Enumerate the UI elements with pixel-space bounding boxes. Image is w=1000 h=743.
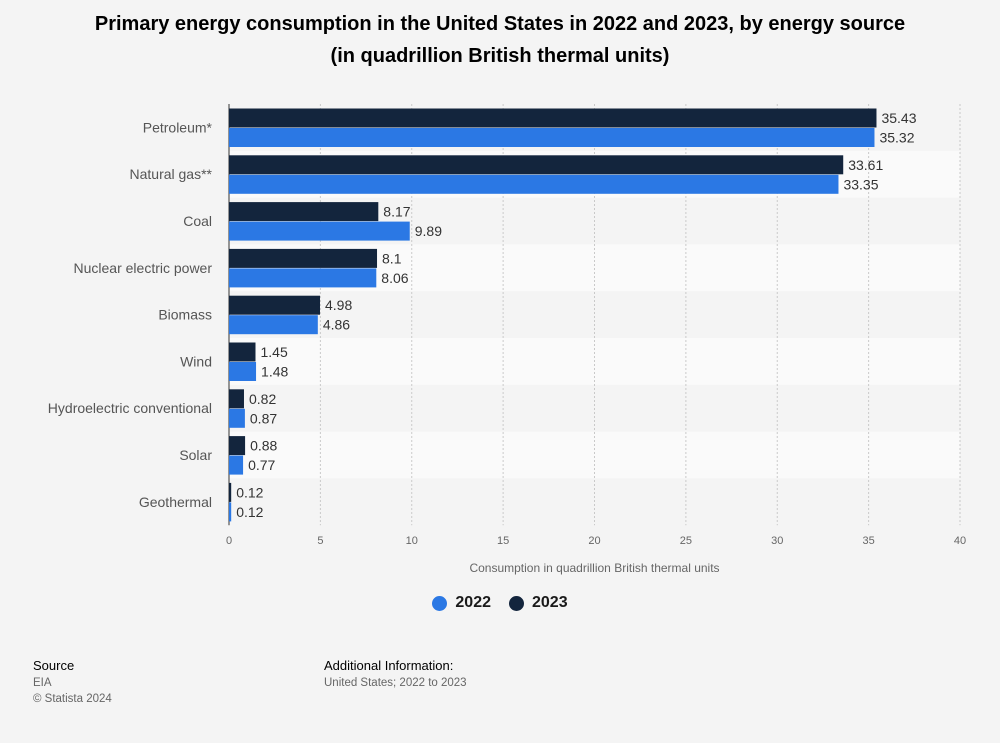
category-label: Petroleum* — [143, 119, 213, 135]
x-tick-label: 25 — [680, 535, 692, 547]
x-tick-label: 30 — [771, 535, 783, 547]
bar-2023 — [229, 248, 378, 268]
row-band — [229, 431, 960, 479]
bar-chart: 0 5 10 15 20 25 30 35 40 Petroleum* 35.43 35.32 Natu… — [48, 104, 966, 575]
bar-2023 — [229, 342, 256, 362]
bar-2023 — [229, 436, 246, 456]
source-block: Source EIA © Statista 2024 — [33, 658, 112, 707]
category-label: Wind — [180, 353, 212, 369]
data-label-2022: 1.48 — [261, 364, 288, 380]
data-label-2022: 9.89 — [415, 223, 442, 239]
chart-title: Primary energy consumption in the United… — [40, 8, 960, 72]
bar-2022 — [229, 128, 875, 147]
category-label: Geothermal — [139, 494, 212, 510]
legend-item-2022[interactable]: 2022 — [432, 594, 491, 612]
data-label-2023: 0.82 — [249, 391, 276, 407]
legend: 2022 2023 — [0, 594, 1000, 612]
data-label-2022: 4.86 — [323, 317, 350, 333]
category-label: Biomass — [158, 307, 212, 323]
bar-2022 — [229, 315, 318, 335]
legend-item-2023[interactable]: 2023 — [509, 594, 568, 612]
legend-marker-2023 — [509, 595, 524, 611]
additional-info-value: United States; 2022 to 2023 — [324, 677, 467, 689]
data-label-2022: 8.06 — [381, 270, 408, 286]
data-label-2022: 0.12 — [236, 504, 263, 520]
data-label-2023: 33.61 — [848, 157, 883, 173]
x-tick-label: 15 — [497, 535, 509, 547]
copyright-text[interactable]: © Statista 2024 — [33, 693, 112, 705]
x-tick-label: 20 — [588, 535, 600, 547]
additional-info-block: Additional Information: United States; 2… — [324, 658, 467, 691]
data-label-2023: 8.1 — [382, 250, 402, 266]
x-tick-label: 10 — [406, 535, 418, 547]
chart-title-line-2: (in quadrillion British thermal units) — [330, 45, 670, 67]
data-label-2022: 0.77 — [248, 457, 275, 473]
data-label-2023: 8.17 — [383, 204, 410, 220]
bar-2022 — [229, 362, 257, 381]
x-tick-label: 35 — [863, 535, 875, 547]
bar-2022 — [229, 268, 377, 288]
legend-label-2023: 2023 — [532, 594, 568, 611]
data-label-2022: 0.87 — [250, 410, 277, 426]
bar-2023 — [229, 202, 379, 222]
data-label-2022: 35.32 — [879, 130, 914, 146]
bar-2023 — [229, 155, 844, 175]
source-label: Source — [33, 658, 75, 673]
bar-2023 — [229, 295, 321, 315]
data-label-2022: 33.35 — [843, 176, 878, 192]
x-tick-label: 40 — [954, 535, 966, 547]
additional-info-label: Additional Information: — [324, 658, 454, 673]
bar-2022 — [229, 221, 410, 241]
bar-2023 — [229, 108, 877, 128]
x-axis-title: Consumption in quadrillion British therm… — [469, 561, 719, 575]
category-label: Natural gas** — [130, 166, 213, 182]
bar-2023 — [229, 482, 232, 502]
source-value[interactable]: EIA — [33, 677, 52, 689]
category-label: Coal — [183, 213, 212, 229]
data-label-2023: 0.12 — [236, 484, 263, 500]
data-label-2023: 4.98 — [325, 297, 352, 313]
chart-title-line-1: Primary energy consumption in the United… — [94, 13, 906, 35]
data-label-2023: 35.43 — [881, 110, 916, 126]
x-tick-label: 0 — [226, 535, 232, 547]
data-label-2023: 1.45 — [260, 344, 287, 360]
x-tick-label: 5 — [317, 535, 323, 547]
legend-label-2022: 2022 — [455, 594, 491, 611]
bar-2022 — [229, 455, 244, 475]
legend-marker-2022 — [432, 595, 448, 611]
bar-2022 — [229, 174, 839, 194]
bar-2022 — [229, 408, 245, 428]
category-label: Hydroelectric conventional — [48, 400, 212, 416]
category-label: Solar — [179, 447, 212, 463]
bar-2022 — [229, 502, 232, 522]
data-label-2023: 0.88 — [250, 438, 277, 454]
bar-2023 — [229, 389, 244, 409]
category-label: Nuclear electric power — [74, 260, 213, 276]
